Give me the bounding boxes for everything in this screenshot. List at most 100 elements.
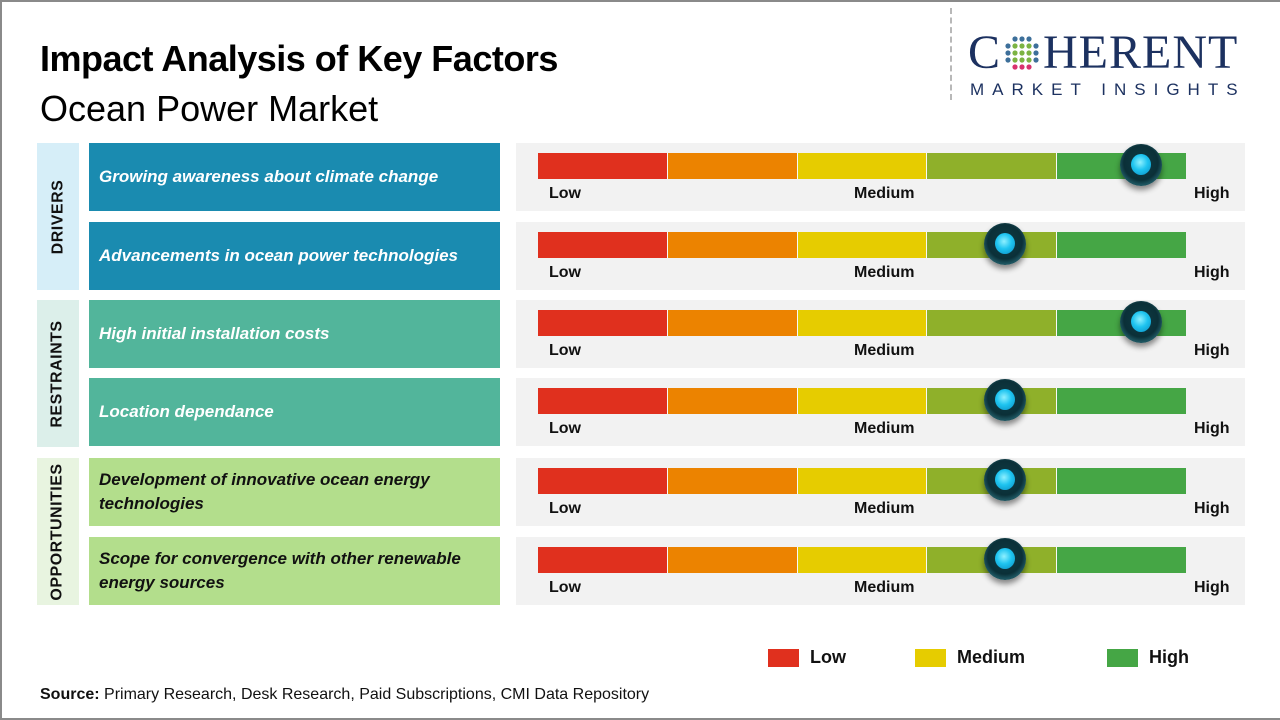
factor-card: Scope for convergence with other renewab…	[89, 537, 500, 605]
impact-scale-bar	[538, 153, 1186, 179]
logo-dot	[1019, 64, 1025, 70]
category-restraints: RESTRAINTS	[37, 300, 79, 447]
logo-dot	[1005, 50, 1011, 56]
logo-dot	[1026, 57, 1032, 63]
scale-segment-1	[538, 468, 668, 494]
source-text: Primary Research, Desk Research, Paid Su…	[99, 686, 650, 703]
logo-dot	[1005, 43, 1011, 49]
scale-label-low: Low	[549, 579, 581, 596]
scale-segment-2	[667, 310, 798, 336]
source-label: Source:	[40, 686, 100, 703]
legend-label-low: Low	[810, 647, 846, 667]
scale-segment-5	[1057, 547, 1186, 573]
impact-meter: Low Medium High	[516, 537, 1245, 605]
legend-item-low: Low	[768, 647, 846, 668]
logo-dot	[1033, 50, 1039, 56]
scale-label-low: Low	[549, 264, 581, 281]
logo-dot	[1033, 57, 1039, 63]
factor-text: Development of innovative ocean energy t…	[99, 470, 430, 513]
logo-dot	[1026, 36, 1032, 42]
logo-letter-c: C	[968, 26, 1002, 79]
scale-label-high: High	[1194, 579, 1230, 596]
impact-meter: Low Medium High	[516, 378, 1245, 446]
factor-card: Advancements in ocean power technologies	[89, 222, 500, 290]
logo-dot	[1005, 57, 1011, 63]
factor-text: Advancements in ocean power technologies	[99, 246, 458, 265]
impact-meter: Low Medium High	[516, 143, 1245, 211]
scale-segment-3	[797, 310, 928, 336]
logo-letters-herent: HERENT	[1043, 26, 1239, 79]
legend-label-high: High	[1149, 647, 1189, 667]
legend-swatch-low	[768, 648, 799, 667]
logo-dot	[1026, 64, 1032, 70]
scale-label-medium: Medium	[854, 500, 915, 517]
scale-segment-1	[538, 388, 668, 414]
category-label: DRIVERS	[49, 179, 66, 254]
scale-label-high: High	[1194, 185, 1230, 202]
company-logo: C HERENT MARKET INSIGHTS	[968, 26, 1260, 100]
scale-label-medium: Medium	[854, 264, 915, 281]
page-title: Impact Analysis of Key Factors	[40, 38, 558, 79]
scale-label-high: High	[1194, 342, 1230, 359]
logo-dot	[1019, 36, 1025, 42]
factor-text: Growing awareness about climate change	[99, 167, 439, 186]
factor-card: High initial installation costs	[89, 300, 500, 368]
impact-indicator-knob	[983, 223, 1026, 265]
scale-segment-3	[797, 232, 928, 258]
impact-indicator-knob	[1119, 301, 1162, 343]
logo-dot	[1026, 43, 1032, 49]
scale-segment-3	[797, 468, 928, 494]
logo-dot	[1026, 50, 1032, 56]
factor-text: High initial installation costs	[99, 324, 330, 343]
legend-swatch-high	[1107, 648, 1138, 667]
impact-indicator-knob	[983, 538, 1026, 580]
scale-segment-1	[538, 547, 668, 573]
scale-segment-2	[667, 153, 798, 179]
logo-dot	[1033, 43, 1039, 49]
impact-indicator-knob	[1119, 144, 1162, 186]
legend-swatch-medium	[915, 648, 946, 667]
scale-segment-5	[1057, 232, 1186, 258]
impact-meter: Low Medium High	[516, 222, 1245, 290]
scale-segment-2	[667, 547, 798, 573]
logo-dot	[1012, 43, 1018, 49]
factor-text: Location dependance	[99, 402, 274, 421]
page-subtitle: Ocean Power Market	[40, 88, 379, 129]
category-label: RESTRAINTS	[49, 319, 67, 428]
logo-divider	[950, 8, 952, 100]
impact-scale-bar	[538, 310, 1186, 336]
impact-scale-bar	[538, 547, 1186, 573]
scale-label-high: High	[1194, 420, 1230, 437]
scale-label-low: Low	[549, 500, 581, 517]
logo-tagline: MARKET INSIGHTS	[970, 80, 1246, 99]
scale-segment-3	[797, 547, 928, 573]
scale-label-low: Low	[549, 342, 581, 359]
scale-label-high: High	[1194, 264, 1230, 281]
scale-segment-5	[1057, 388, 1186, 414]
logo-dot	[1012, 57, 1018, 63]
frame-border-top	[0, 0, 1280, 2]
scale-label-medium: Medium	[854, 579, 915, 596]
scale-label-medium: Medium	[854, 342, 915, 359]
impact-scale-bar	[538, 388, 1186, 414]
scale-label-medium: Medium	[854, 185, 915, 202]
impact-meter: Low Medium High	[516, 300, 1245, 368]
scale-segment-1	[538, 310, 668, 336]
category-label: OPPORTUNITIES	[49, 462, 66, 601]
category-opportunities: OPPORTUNITIES	[37, 458, 79, 605]
legend-item-high: High	[1107, 647, 1189, 668]
scale-segment-4	[927, 153, 1058, 179]
logo-dot	[1012, 64, 1018, 70]
factor-card: Location dependance	[89, 378, 500, 446]
globe-dots-icon	[1003, 34, 1041, 72]
logo-dot	[1019, 57, 1025, 63]
scale-segment-4	[927, 310, 1058, 336]
factor-card: Development of innovative ocean energy t…	[89, 458, 500, 526]
scale-segment-5	[1057, 468, 1186, 494]
scale-label-low: Low	[549, 420, 581, 437]
scale-segment-1	[538, 153, 668, 179]
legend-label-medium: Medium	[957, 647, 1026, 667]
scale-label-high: High	[1194, 500, 1230, 517]
logo-dot	[1012, 50, 1018, 56]
logo-dot	[1019, 50, 1025, 56]
